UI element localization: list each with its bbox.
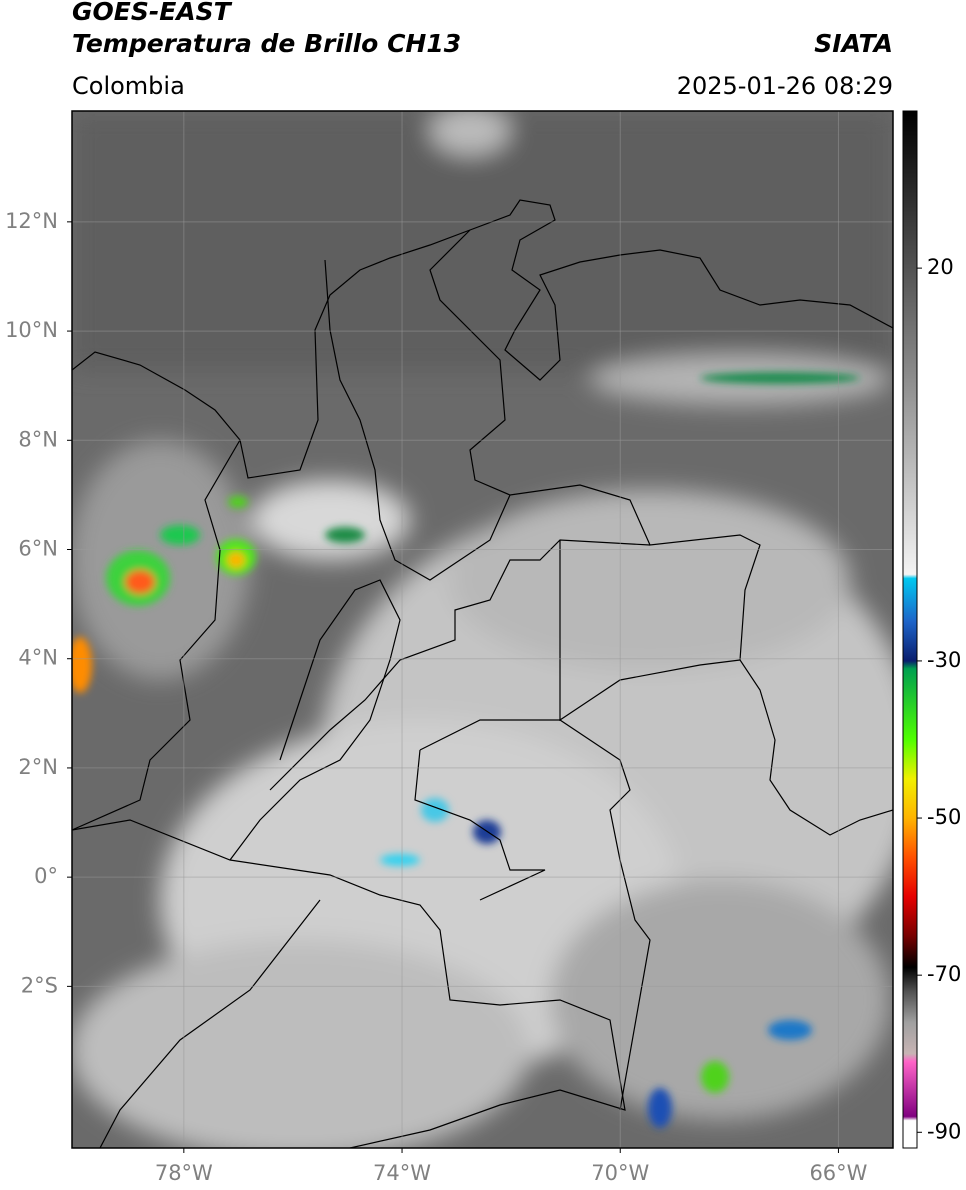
map-frame — [71, 110, 894, 1149]
lat-tick-label: 6°N — [18, 536, 58, 560]
lat-tick-label: 2°S — [21, 973, 58, 997]
lat-tick-label: 10°N — [5, 318, 58, 342]
lat-tick-label: 2°N — [18, 755, 58, 779]
borders — [72, 199, 893, 1148]
lat-tick-label: 12°N — [5, 209, 58, 233]
region: Colombia — [72, 72, 185, 100]
lon-tick-label: 78°W — [155, 1161, 213, 1185]
colorbar-tick-label: -50 — [927, 805, 961, 829]
lon-tick-label: 70°W — [591, 1161, 649, 1185]
colorbar-tick-label: -70 — [927, 962, 961, 986]
title: GOES-EAST — [72, 0, 233, 26]
lat-tick-label: 4°N — [18, 646, 58, 670]
source: SIATA — [814, 29, 893, 58]
timestamp: 2025-01-26 08:29 — [677, 72, 893, 100]
satellite-image — [72, 111, 893, 1148]
colorbar-tick-label: -90 — [927, 1119, 961, 1143]
lat-tick-label: 0° — [34, 864, 58, 888]
colorbar-tick-label: 20 — [927, 255, 954, 279]
graticule — [72, 111, 893, 1148]
subtitle: Temperatura de Brillo CH13 — [72, 29, 461, 58]
lon-tick-label: 74°W — [373, 1161, 431, 1185]
lon-tick-label: 66°W — [809, 1161, 867, 1185]
lat-tick-label: 8°N — [18, 427, 58, 451]
colorbar — [902, 110, 918, 1149]
colorbar-tick-label: -30 — [927, 648, 961, 672]
